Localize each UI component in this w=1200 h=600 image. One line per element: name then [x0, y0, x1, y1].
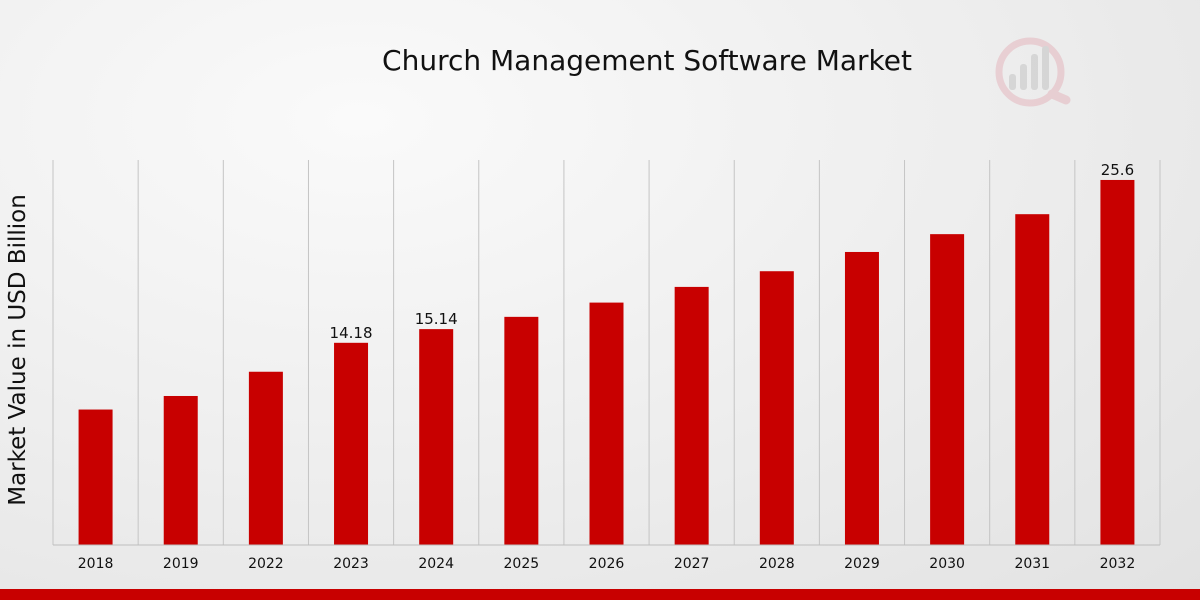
- bar-2023: [334, 342, 369, 545]
- data-labels: 14.18 15.14 25.6: [330, 161, 1135, 342]
- bars: [78, 179, 1135, 546]
- chart-title: Church Management Software Market: [382, 44, 912, 77]
- data-label: 25.6: [1101, 161, 1134, 179]
- bar-2032: [1100, 179, 1135, 546]
- bar-2025: [504, 316, 539, 545]
- y-axis-label: Market Value in USD Billion: [5, 194, 31, 506]
- bar-2028: [759, 271, 794, 545]
- x-tick-label: 2027: [674, 556, 710, 572]
- bar-2019: [163, 395, 198, 545]
- data-label: 15.14: [415, 310, 458, 328]
- grid-lines: [52, 160, 1161, 545]
- x-tick-label: 2029: [844, 556, 880, 572]
- bar-2031: [1015, 214, 1050, 545]
- x-tick-label: 2019: [163, 556, 199, 572]
- x-tick-label: 2030: [929, 556, 965, 572]
- bar-2026: [589, 302, 624, 545]
- x-tick-label: 2031: [1014, 556, 1050, 572]
- x-tick-label: 2026: [589, 556, 625, 572]
- bar-2029: [844, 251, 879, 545]
- bar-2022: [248, 371, 283, 545]
- bar-2024: [419, 329, 454, 545]
- x-tick-label: 2018: [78, 556, 114, 572]
- x-tick-label: 2022: [248, 556, 284, 572]
- brand-logo: [995, 37, 1071, 107]
- bottom-accent-strip: [0, 589, 1200, 600]
- magnifier-bar-chart-icon: [995, 37, 1065, 107]
- data-label: 14.18: [330, 324, 373, 342]
- bar-2027: [674, 286, 709, 545]
- x-tick-label: 2024: [418, 556, 454, 572]
- bar-2030: [930, 234, 965, 546]
- x-axis-ticks: 2018 2019 2022 2023 2024 2025 2026 2027 2028 2029…: [78, 556, 1135, 572]
- bar-2018: [78, 409, 113, 545]
- x-tick-label: 2028: [759, 556, 795, 572]
- x-tick-label: 2032: [1100, 556, 1136, 572]
- x-tick-label: 2025: [504, 556, 540, 572]
- x-tick-label: 2023: [333, 556, 369, 572]
